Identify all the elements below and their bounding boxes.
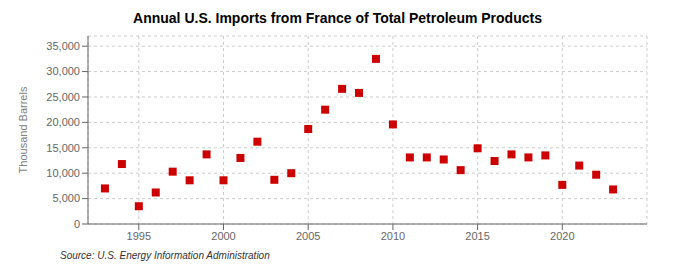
svg-text:Thousand Barrels: Thousand Barrels [17,86,29,173]
svg-text:15,000: 15,000 [46,142,80,154]
svg-text:20,000: 20,000 [46,116,80,128]
svg-text:30,000: 30,000 [46,65,80,77]
svg-text:2005: 2005 [296,230,320,242]
svg-text:25,000: 25,000 [46,91,80,103]
svg-text:1995: 1995 [127,230,151,242]
svg-text:2015: 2015 [465,230,489,242]
svg-text:5,000: 5,000 [52,192,80,204]
svg-text:2010: 2010 [381,230,405,242]
html-text:Source: U.S. Energy Informatio: Source: U.S. Energy Information Administ… [60,250,270,261]
svg-text:10,000: 10,000 [46,167,80,179]
svg-text:2000: 2000 [211,230,235,242]
html-text:Annual U.S. Imports from Franc: Annual U.S. Imports from France of Total… [133,10,542,26]
svg-text:2020: 2020 [550,230,574,242]
svg-text:35,000: 35,000 [46,40,80,52]
svg-text:0: 0 [74,218,80,230]
